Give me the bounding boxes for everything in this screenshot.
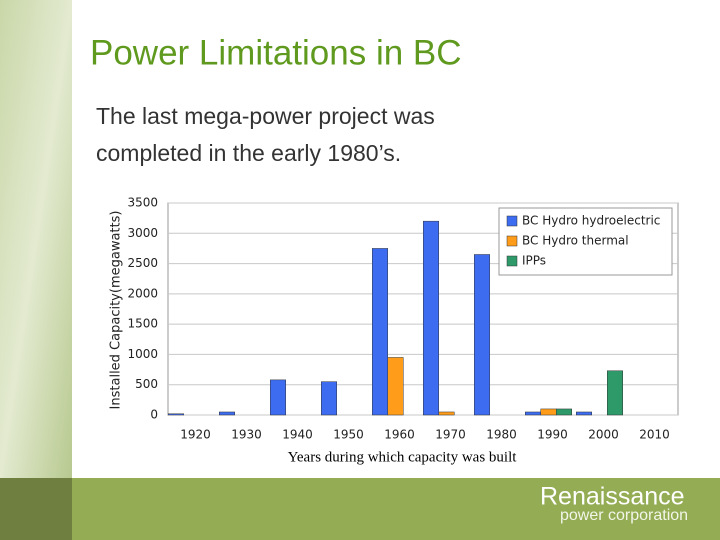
- y-tick-label: 500: [135, 377, 158, 391]
- x-tick-label: 1990: [537, 428, 568, 442]
- bar: [607, 370, 623, 416]
- logo-tagline: power corporation: [560, 507, 688, 524]
- bar: [540, 408, 557, 416]
- legend-swatch: [506, 215, 518, 227]
- x-tick-label: 1940: [282, 428, 313, 442]
- bar: [270, 379, 286, 416]
- bar: [387, 357, 404, 416]
- x-tick-label: 1970: [435, 428, 466, 442]
- logo-name: Renaissance: [540, 483, 685, 511]
- x-tick-label: 1950: [333, 428, 364, 442]
- y-tick-label: 1500: [127, 317, 158, 331]
- bar: [168, 413, 184, 416]
- x-tick-label: 2000: [588, 428, 619, 442]
- y-axis-label: Installed Capacity(megawatts): [109, 211, 124, 410]
- bar: [474, 254, 490, 416]
- bar: [219, 411, 235, 416]
- x-axis-label: Years during which capacity was built: [288, 449, 518, 465]
- legend-label: IPPs: [522, 254, 546, 268]
- bar: [556, 408, 572, 416]
- footer-band: [72, 478, 720, 540]
- y-tick-label: 2500: [127, 256, 158, 270]
- bar: [525, 411, 541, 416]
- y-tick-label: 0: [150, 408, 158, 422]
- y-tick-label: 1000: [127, 347, 158, 361]
- body-line: completed in the early 1980’s.: [96, 140, 401, 166]
- x-tick-label: 2010: [639, 428, 670, 442]
- y-tick-label: 2000: [127, 286, 158, 300]
- legend-label: BC Hydro thermal: [522, 234, 629, 248]
- legend-swatch: [506, 255, 518, 267]
- legend-swatch: [506, 235, 518, 247]
- x-tick-label: 1930: [231, 428, 262, 442]
- x-tick-label: 1920: [180, 428, 211, 442]
- bar: [423, 220, 439, 416]
- bar: [576, 411, 592, 416]
- bar: [372, 248, 388, 416]
- x-tick-label: 1980: [486, 428, 517, 442]
- x-tick-label: 1960: [384, 428, 415, 442]
- slide-title: Power Limitations in BC: [90, 33, 462, 72]
- y-tick-label: 3000: [127, 226, 158, 240]
- legend-box: [498, 207, 673, 276]
- legend-label: BC Hydro hydroelectric: [522, 214, 660, 228]
- body-line: The last mega-power project was: [96, 103, 435, 129]
- corner-block: [0, 478, 72, 540]
- bar: [321, 381, 337, 416]
- bar: [438, 411, 455, 416]
- side-strip: [0, 0, 72, 478]
- y-tick-label: 3500: [127, 196, 158, 210]
